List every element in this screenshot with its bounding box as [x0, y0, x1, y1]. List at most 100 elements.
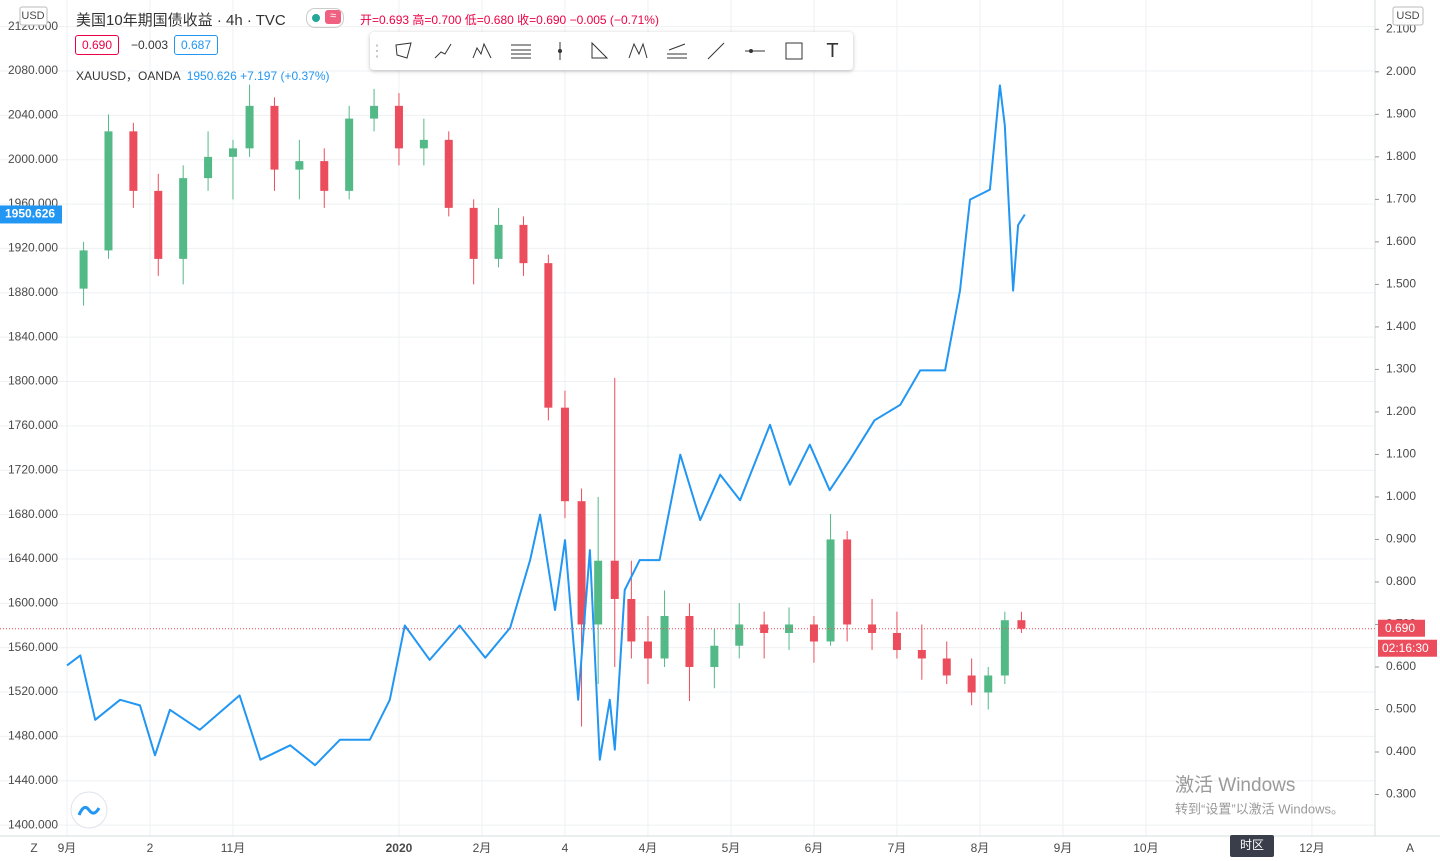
y-tick-label: 1480.000	[8, 729, 58, 743]
tool[interactable]: ⋮	[369, 43, 385, 60]
candle	[345, 105, 354, 200]
tool[interactable]	[579, 32, 618, 70]
x-tick-label: 4	[562, 841, 569, 855]
candle	[809, 615, 818, 663]
compare-symbol[interactable]: XAUUSD，OANDA	[76, 69, 181, 83]
y2-tick-label: 1.200	[1386, 404, 1416, 418]
candle	[942, 641, 951, 684]
candle	[544, 254, 553, 421]
tool[interactable]	[774, 32, 813, 70]
close: 收=0.690	[517, 13, 567, 27]
candle-body	[967, 675, 976, 693]
candle	[270, 97, 279, 191]
tool[interactable]	[618, 32, 657, 70]
y2-tick-label: 2.000	[1386, 64, 1416, 78]
y-tick-label: 1520.000	[8, 684, 58, 698]
candle-body	[917, 649, 926, 659]
candle-body	[419, 139, 428, 149]
right-axis	[1375, 0, 1440, 836]
y2-tick-label: 0.900	[1386, 532, 1416, 546]
y2-tick-label: 0.400	[1386, 744, 1416, 758]
y2-tick-label: 1.600	[1386, 234, 1416, 248]
candle	[594, 496, 603, 684]
y2-tick-label: 1.800	[1386, 149, 1416, 163]
candle-body	[345, 118, 354, 191]
x-tick-label: 12月	[1299, 841, 1324, 855]
x-tick-label: 8月	[971, 841, 990, 855]
candle	[643, 615, 652, 684]
candle	[1017, 611, 1026, 633]
candle	[560, 390, 569, 519]
tool[interactable]	[423, 32, 462, 70]
y2-tick-label: 1.000	[1386, 489, 1416, 503]
candle	[370, 88, 379, 132]
y-tick-label: 2080.000	[8, 63, 58, 77]
tool[interactable]	[696, 32, 735, 70]
tool[interactable]: T	[826, 39, 839, 62]
candle	[710, 628, 719, 689]
candle-body	[79, 250, 88, 289]
candle	[444, 131, 453, 217]
footer-button[interactable]: Z	[30, 841, 37, 855]
watermark-title: 激活 Windows	[1175, 774, 1295, 796]
unit-right: USD	[1396, 10, 1419, 22]
candle-body	[469, 207, 478, 259]
x-tick-label: 11月	[221, 841, 245, 855]
countdown-box	[1378, 639, 1437, 657]
candle-body	[245, 105, 254, 149]
candle-body	[760, 624, 769, 633]
candle-body	[685, 615, 694, 667]
y2-tick-label: 0.600	[1386, 659, 1416, 673]
bid[interactable]: 0.690	[75, 35, 120, 55]
compare-price: 1950.626	[186, 69, 237, 83]
candle-body	[610, 560, 619, 599]
y2-tick-label: 1.900	[1386, 107, 1416, 121]
candle-body	[942, 658, 951, 676]
candle	[577, 488, 586, 727]
candle	[295, 139, 304, 200]
y-tick-label: 1640.000	[8, 551, 58, 565]
candle-body	[179, 178, 188, 259]
x-tick-label: 6月	[805, 841, 824, 855]
footer-button[interactable]: A	[1406, 841, 1414, 855]
candle	[868, 598, 877, 650]
ask[interactable]: 0.687	[174, 35, 219, 55]
y-tick-label: 1440.000	[8, 773, 58, 787]
compare-legend: XAUUSD，OANDA 1950.626 +7.197 (+0.37%)	[76, 67, 330, 84]
candle	[394, 93, 403, 166]
y-tick-label: 1840.000	[8, 329, 58, 343]
tool[interactable]	[501, 32, 540, 70]
symbol-title[interactable]: 美国10年期国债收益 · 4h · TVC	[76, 12, 286, 29]
tool[interactable]	[657, 32, 696, 70]
candle	[245, 84, 254, 157]
y-tick-label: 1760.000	[8, 418, 58, 432]
y2-tick-label: 0.800	[1386, 574, 1416, 588]
candle-body	[826, 539, 835, 642]
candle	[228, 139, 237, 200]
candle-body	[560, 407, 569, 502]
y-tick-label: 2040.000	[8, 108, 58, 122]
y-tick-label: 2000.000	[8, 152, 58, 166]
candle-body	[444, 139, 453, 208]
candle-body	[735, 624, 744, 646]
timezone-tooltip	[1230, 835, 1274, 857]
tool[interactable]	[735, 32, 774, 70]
compare-price: 1950.626	[5, 207, 55, 221]
unit-left: USD	[21, 10, 44, 22]
tool[interactable]	[462, 32, 501, 70]
candle	[892, 611, 901, 659]
candle	[610, 377, 619, 667]
candle-body	[228, 148, 237, 157]
x-tick-label: 2020	[386, 841, 413, 855]
candle-body	[660, 615, 669, 659]
tool[interactable]	[540, 32, 579, 70]
status[interactable]: ≈	[306, 8, 344, 28]
y2-tick-label: 1.400	[1386, 319, 1416, 333]
candle-body	[270, 105, 279, 170]
tool[interactable]	[384, 32, 423, 70]
y-tick-label: 1680.000	[8, 507, 58, 521]
candle	[660, 590, 669, 667]
y2-tick-label: 1.500	[1386, 277, 1416, 291]
open: 开=0.693	[360, 13, 410, 27]
